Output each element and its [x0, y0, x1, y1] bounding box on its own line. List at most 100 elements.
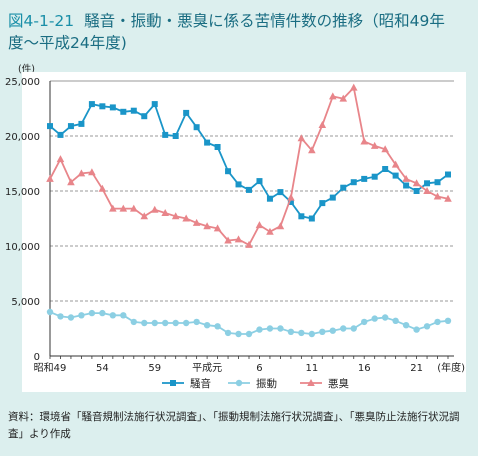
data-point	[120, 312, 127, 319]
data-point	[235, 379, 243, 387]
data-point	[88, 101, 95, 108]
data-point	[99, 309, 106, 317]
legend-item: 悪臭	[300, 377, 349, 390]
data-point	[224, 329, 232, 337]
data-point	[214, 144, 221, 150]
data-point	[340, 184, 347, 191]
data-point	[78, 312, 85, 319]
data-point	[266, 325, 274, 332]
data-point	[225, 168, 232, 175]
data-point	[361, 175, 368, 182]
data-point	[98, 184, 107, 192]
data-point	[423, 187, 431, 194]
data-point	[141, 113, 148, 120]
data-point	[433, 192, 442, 200]
data-point	[329, 194, 336, 201]
data-point	[392, 317, 399, 324]
data-point	[109, 312, 117, 319]
data-point	[361, 318, 368, 326]
data-point	[381, 314, 389, 321]
data-point	[266, 227, 274, 235]
data-point	[141, 319, 148, 327]
data-point	[308, 146, 316, 154]
data-point	[47, 123, 53, 130]
data-point	[172, 133, 179, 139]
data-point	[150, 205, 159, 213]
data-point	[67, 314, 75, 321]
legend: 騒音 振動 悪臭	[162, 377, 349, 390]
data-point	[171, 212, 180, 220]
data-point	[182, 319, 190, 327]
x-tick-label: 平成元	[192, 362, 222, 374]
data-point	[381, 145, 389, 153]
legend-label: 騒音	[190, 377, 211, 390]
source-note: 資料：環境省「騒音規制法施行状況調査」、「振動規制法施行状況調査」、「悪臭防止法…	[8, 411, 460, 440]
data-point	[256, 326, 263, 333]
data-point	[245, 330, 253, 338]
x-tick-label: 昭和49	[34, 362, 67, 374]
figure-header: 図4-1-21 騒音・振動・悪臭に係る苦情件数の推移（昭和49年度〜平成24年度)	[8, 10, 470, 54]
data-point	[413, 326, 420, 333]
data-point	[130, 318, 137, 326]
data-point	[434, 318, 441, 326]
x-tick-label: 11	[305, 363, 318, 374]
data-point	[109, 104, 116, 111]
data-point	[349, 83, 358, 91]
data-point	[277, 189, 284, 196]
data-point	[423, 323, 431, 330]
data-point	[224, 236, 232, 244]
data-point	[203, 322, 211, 329]
series-騒音	[47, 101, 451, 222]
data-point	[391, 160, 400, 168]
legend-label: 振動	[256, 377, 277, 390]
data-point	[129, 204, 138, 212]
data-point	[119, 204, 128, 212]
legend-item: 騒音	[162, 377, 211, 390]
data-point	[151, 101, 158, 108]
data-point	[329, 327, 336, 334]
x-tick-label: 59	[148, 363, 161, 374]
data-point	[203, 222, 211, 230]
figure-title: 騒音・振動・悪臭に係る苦情件数の推移（昭和49年度〜平成24年度)	[8, 12, 445, 52]
data-point	[287, 199, 294, 205]
data-point	[57, 131, 64, 138]
x-tick-label: 16	[358, 363, 371, 374]
data-point	[277, 325, 284, 332]
data-point	[88, 168, 96, 176]
data-point	[424, 180, 431, 187]
data-point	[298, 329, 305, 337]
data-point	[193, 124, 200, 131]
y-axis-unit-label: (件)	[18, 64, 35, 75]
data-point	[151, 319, 158, 327]
data-point	[298, 213, 305, 220]
data-point	[350, 179, 357, 186]
data-point	[340, 325, 347, 332]
data-point	[371, 173, 378, 180]
data-point	[382, 166, 389, 172]
data-point	[234, 235, 243, 243]
x-axis-ticks: 昭和49 54 59 平成元 6 11 16 21 (年度)	[34, 356, 465, 374]
data-point	[88, 309, 96, 317]
y-tick-label: 25,000	[5, 77, 40, 88]
y-tick-label: 0	[34, 352, 40, 363]
data-point	[170, 380, 176, 386]
y-tick-label: 20,000	[5, 132, 40, 143]
data-point	[77, 169, 86, 177]
data-point	[444, 194, 452, 202]
data-point	[213, 224, 222, 232]
legend-item: 振動	[228, 377, 277, 390]
data-point	[67, 123, 74, 130]
legend-label: 悪臭	[328, 377, 349, 390]
data-point	[192, 218, 201, 226]
data-point	[99, 103, 106, 110]
data-point	[412, 179, 421, 187]
data-point	[350, 325, 357, 332]
y-tick-label: 5,000	[11, 297, 40, 308]
data-point	[318, 121, 327, 128]
data-point	[413, 188, 420, 194]
data-point	[246, 186, 252, 193]
data-point	[287, 328, 295, 335]
data-point	[256, 178, 263, 185]
data-point	[287, 193, 295, 201]
